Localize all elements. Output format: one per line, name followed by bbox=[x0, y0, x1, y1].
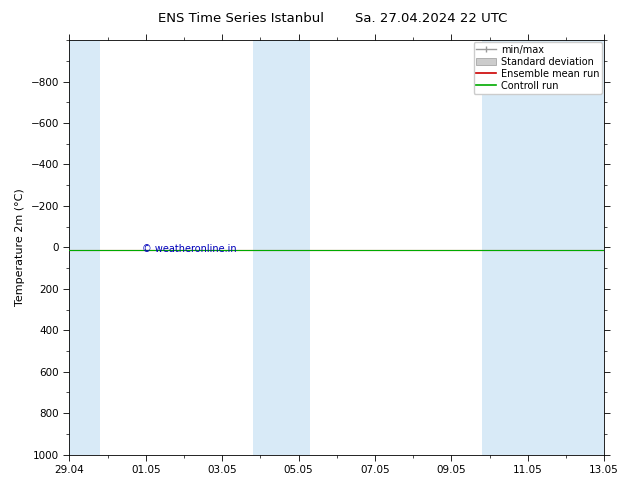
Text: ENS Time Series Istanbul: ENS Time Series Istanbul bbox=[158, 12, 324, 25]
Legend: min/max, Standard deviation, Ensemble mean run, Controll run: min/max, Standard deviation, Ensemble me… bbox=[474, 42, 602, 94]
Text: Sa. 27.04.2024 22 UTC: Sa. 27.04.2024 22 UTC bbox=[355, 12, 507, 25]
Bar bbox=[58, 40, 100, 455]
Y-axis label: Temperature 2m (°C): Temperature 2m (°C) bbox=[15, 189, 25, 306]
Text: © weatheronline.in: © weatheronline.in bbox=[141, 245, 236, 254]
Bar bbox=[482, 40, 616, 455]
Bar bbox=[253, 40, 310, 455]
